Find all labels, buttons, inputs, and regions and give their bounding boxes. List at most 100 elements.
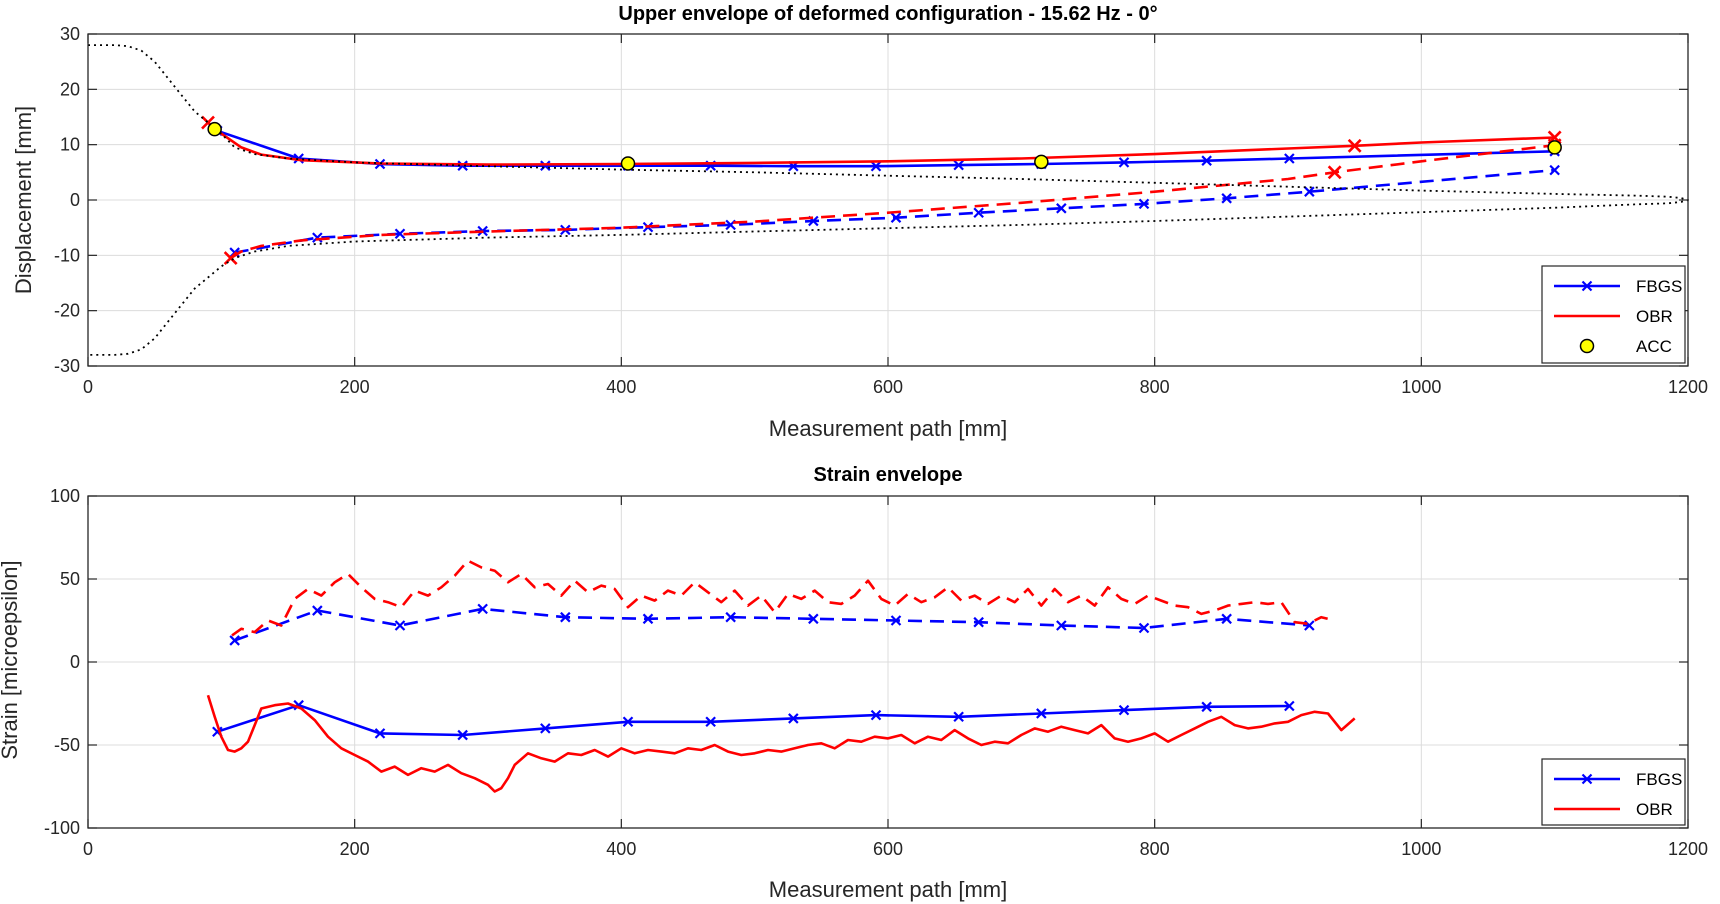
bottom-series-fbgs-solid-marker [1036, 708, 1047, 719]
top-legend-swatch-fbgs [1554, 280, 1620, 292]
bottom-x-tick-label: 400 [606, 839, 636, 859]
top-series-fbgs-dashed-marker [1221, 193, 1232, 204]
top-y-tick-label: -10 [54, 245, 80, 265]
top-legend-box [1541, 265, 1686, 364]
top-legend-label-obr: OBR [1636, 307, 1673, 326]
top-series-fbgs-solid-marker [457, 160, 468, 171]
bottom-series-fbgs-solid-marker [374, 728, 386, 739]
top-series-fbgs-solid-marker [1118, 157, 1130, 168]
top-grid [88, 34, 1688, 366]
top-series-fbgs-solid-marker [870, 160, 882, 172]
bottom-y-tick-label: -50 [54, 735, 80, 755]
bottom-series-fbgs-dashed-marker [477, 603, 488, 615]
top-series-fbgs-dashed-marker [1304, 186, 1315, 197]
top-x-tick-label: 600 [873, 377, 903, 397]
bottom-series-fbgs-solid-marker [870, 709, 882, 721]
bottom-legend-swatch-fbgs [1554, 773, 1620, 785]
bottom-chart-title: Strain envelope [814, 464, 963, 486]
bottom-y-tick-label: -100 [44, 818, 80, 838]
top-x-tick-label: 400 [606, 377, 636, 397]
top-series-obr-solid-line [207, 121, 1555, 166]
bottom-series-obr-solid-line [206, 694, 1356, 793]
top-series-fbgs-solid-marker [540, 160, 551, 171]
top-x-tick-label: 0 [83, 377, 93, 397]
bottom-series-fbgs-dashed-marker [642, 613, 654, 625]
bottom-series-fbgs-solid-marker [953, 711, 964, 723]
bottom-series-fbgs-dashed-marker [1221, 613, 1232, 625]
bottom-series-fbgs-dashed-marker [560, 611, 571, 623]
bottom-legend-label-fbgs: FBGS [1636, 770, 1682, 789]
bottom-legend-marker [1581, 773, 1593, 785]
bottom-series-fbgs-solid-marker [1118, 704, 1130, 716]
top-y-tick-label: 10 [60, 135, 80, 155]
bottom-series-fbgs-solid-line [216, 703, 1290, 737]
top-series-fbgs-dashed-marker [312, 232, 323, 243]
bottom-x-tick-label: 1200 [1668, 839, 1708, 859]
top-legend: FBGS OBR ACC [1541, 265, 1686, 364]
top-series-fbgs-dashed-marker [1138, 198, 1150, 210]
top-series-fbgs-dashed-marker [973, 207, 984, 219]
bottom-x-axis-label: Measurement path [mm] [769, 877, 1007, 902]
bottom-x-tick-label: 0 [83, 839, 93, 859]
bottom-series-fbgs-dashed-line [234, 607, 1310, 642]
top-x-tick-label: 1200 [1668, 377, 1708, 397]
top-legend-label-fbgs: FBGS [1636, 277, 1682, 296]
top-series-fbgs-solid-marker [1201, 155, 1212, 166]
top-x-axis-label: Measurement path [mm] [769, 416, 1007, 441]
bottom-legend-label-obr: OBR [1636, 800, 1673, 819]
top-legend-marker [1581, 280, 1593, 292]
top-series-obr-dashed-line [230, 143, 1555, 260]
bottom-series-obr-dashed-line [231, 559, 1336, 637]
bottom-series-fbgs-solid-marker [1284, 700, 1295, 712]
top-series-fbgs-dashed-marker [394, 228, 406, 240]
top-x-tick-label: 800 [1140, 377, 1170, 397]
bottom-axes: 0 200 400 600 800 1000 1200 -100 -50 0 50 100 Strai… [0, 464, 1708, 902]
top-series-acc-point [620, 156, 636, 171]
bottom-series-fbgs-solid-marker [705, 716, 716, 728]
top-series-obr-solid-mid-marker [1347, 138, 1362, 153]
bottom-y-tick-label: 0 [70, 652, 80, 672]
top-y-tick-label: -20 [54, 301, 80, 321]
bottom-y-tick-label: 50 [60, 569, 80, 589]
top-series-fbgs-solid-marker [1284, 153, 1295, 164]
bottom-ticks: 0 200 400 600 800 1000 1200 -100 -50 0 50 100 [44, 486, 1708, 859]
bottom-series-fbgs-dashed-marker [808, 613, 819, 625]
bottom-series-fbgs-dashed-marker [1138, 622, 1150, 634]
bottom-series-fbgs-dashed-marker [973, 616, 984, 628]
bottom-series-fbgs-solid-marker [540, 723, 551, 734]
bottom-series [206, 559, 1356, 793]
bottom-x-tick-label: 1000 [1401, 839, 1441, 859]
bottom-legend: FBGS OBR [1541, 758, 1686, 826]
top-series-fbgs-solid-marker [953, 159, 964, 171]
top-y-tick-label: -30 [54, 356, 80, 376]
top-axes: 0 200 400 600 800 1000 1200 -30 -20 -10 0 10 20 30 Up… [11, 3, 1708, 441]
top-series-fbgs-dashed-marker [1056, 203, 1067, 214]
top-y-tick-label: 30 [60, 24, 80, 44]
top-series-acc-point [1034, 154, 1049, 170]
bottom-series-fbgs-dashed-marker [725, 611, 736, 623]
top-ticks: 0 200 400 600 800 1000 1200 -30 -20 -10 0 10 20 30 [54, 24, 1708, 397]
bottom-series-fbgs-dashed-marker [229, 635, 240, 646]
bottom-series-fbgs-solid-marker [788, 713, 799, 724]
top-x-tick-label: 1000 [1401, 377, 1441, 397]
top-series-fbgs-dashed-marker [1549, 164, 1560, 176]
top-series-obr-dashed-mid-marker [1327, 165, 1342, 180]
bottom-legend-box [1541, 758, 1686, 826]
bottom-series-fbgs-dashed-marker [394, 620, 406, 631]
top-series-acc-point [207, 121, 222, 137]
top-y-axis-label: Displacement [mm] [11, 106, 36, 294]
top-legend-label-acc: ACC [1636, 337, 1672, 356]
bottom-series-fbgs-dashed-marker [1056, 620, 1067, 631]
bottom-y-axis-label: Strain [microepsilon] [0, 560, 22, 759]
top-chart-title: Upper envelope of deformed configuration… [618, 3, 1157, 25]
top-series-acc-point [1547, 140, 1562, 155]
top-legend-swatch-acc [1579, 338, 1595, 354]
top-x-tick-label: 200 [340, 377, 370, 397]
bottom-x-tick-label: 200 [340, 839, 370, 859]
top-series [88, 44, 1689, 356]
top-y-tick-label: 20 [60, 79, 80, 99]
bottom-x-tick-label: 600 [873, 839, 903, 859]
bottom-series-fbgs-solid-marker [622, 716, 634, 728]
bottom-series-fbgs-solid-marker [457, 729, 468, 741]
